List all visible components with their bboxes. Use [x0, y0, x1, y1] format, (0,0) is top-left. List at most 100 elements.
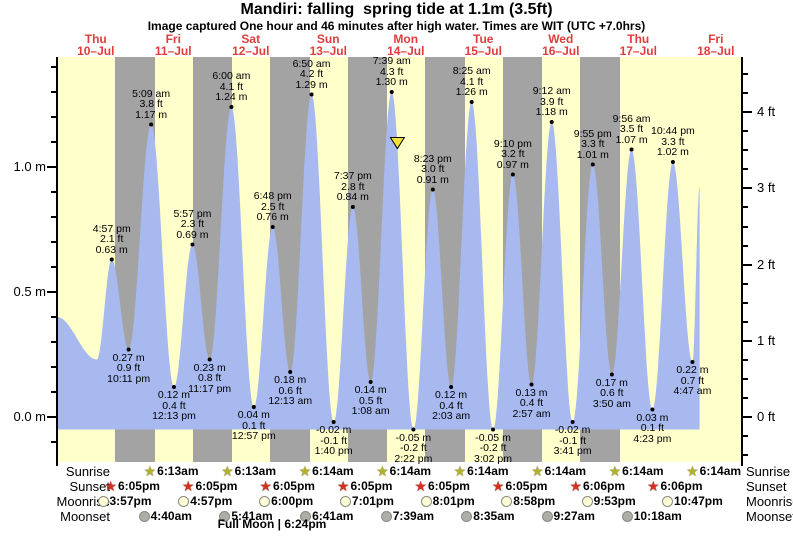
tide-event-annotation: 7:37 pm 2.8 ft 0.84 m: [311, 171, 395, 203]
right-axis-tick: [743, 416, 752, 418]
tide-event-annotation: 0.23 m 0.8 ft 11:17 pm: [168, 361, 252, 395]
right-axis-tick: [743, 358, 748, 361]
annotation-line: 3:41 pm: [553, 445, 592, 457]
annotation-line: 0.97 m: [496, 158, 529, 171]
almanac-entry-sunset: ★ 6:05pm: [182, 478, 238, 494]
almanac-entry-sunset: ★ 6:05pm: [337, 478, 393, 494]
right-axis-tick: [743, 168, 748, 171]
almanac-entry-time: 6:13am: [157, 464, 199, 478]
tide-event-annotation: 10:44 pm 3.3 ft 1.02 m: [631, 126, 715, 158]
tide-event-annotation: 9:55 pm 3.3 ft 1.01 m: [551, 128, 635, 161]
annotation-line: 5:09 am: [132, 87, 171, 100]
sunset-star-icon: ★: [569, 478, 582, 494]
tide-event-annotation: 6:50 am 4.2 ft 1.29 m: [270, 57, 354, 91]
tide-event-annotation: 9:12 am 3.9 ft 1.18 m: [510, 86, 594, 118]
day-date: 11–Jul: [154, 44, 192, 58]
moonrise-circle-icon: [178, 495, 190, 507]
right-axis-tick: [743, 244, 748, 247]
annotation-line: 0.4 ft: [162, 399, 186, 412]
annotation-line: 3:50 am: [592, 397, 631, 410]
sunrise-star-icon: ★: [686, 463, 699, 479]
almanac-entry-sunset: ★ 6:06pm: [569, 478, 625, 494]
almanac-entry-moonrise: 8:58pm: [501, 493, 555, 509]
tide-event-annotation: 0.22 m 0.7 ft 4:47 am: [650, 365, 734, 397]
almanac-entry-time: 6:05pm: [505, 479, 548, 493]
annotation-line: 4.1 ft: [219, 80, 244, 93]
annotation-line: 0.04 m: [237, 409, 270, 421]
tide-event-annotation: -0.05 m -0.2 ft 2:22 pm: [371, 432, 455, 465]
annotation-line: -0.02 m: [554, 424, 591, 436]
annotation-line: 0.03 m: [636, 411, 669, 424]
annotation-line: 0.5 ft: [358, 394, 383, 407]
almanac-entry-time: 6:14am: [544, 464, 587, 478]
moonset-circle-icon: [138, 510, 150, 522]
annotation-line: 3.8 ft: [139, 98, 163, 110]
tide-event-annotation: 9:56 am 3.5 ft 1.07 m: [590, 112, 674, 146]
annotation-line: 3.9 ft: [540, 95, 564, 108]
annotation-line: 1:40 pm: [314, 445, 353, 457]
almanac-entry-moonset: 6:41am: [300, 508, 353, 524]
tide-event-annotation: 9:10 pm 3.2 ft 0.97 m: [471, 138, 555, 171]
almanac-entry-time: 3:57pm: [109, 494, 152, 508]
almanac-entry-time: 7:01pm: [351, 494, 394, 508]
chart-subtitle: Image captured One hour and 46 minutes a…: [147, 19, 646, 33]
annotation-line: 0.4 ft: [439, 399, 463, 412]
almanac-entry-moonset: 7:39am: [380, 508, 434, 524]
left-axis-tick: [51, 341, 56, 343]
almanac-entry-moonrise: 7:01pm: [339, 493, 394, 509]
left-axis-tick-label: 0.0 m: [13, 409, 46, 424]
moonrise-circle-icon: [581, 495, 593, 507]
moonrise-circle-icon: [259, 495, 271, 507]
almanac-entry-moonset: 5:41am: [219, 508, 273, 524]
right-axis-tick: [743, 149, 748, 152]
moonset-circle-icon: [461, 510, 473, 522]
annotation-line: 2.8 ft: [341, 180, 365, 193]
left-axis-tick: [51, 191, 56, 193]
annotation-line: 6:50 am: [292, 57, 331, 70]
annotation-line: 0.23 m: [193, 361, 226, 374]
tide-event-annotation: 0.18 m 0.6 ft 12:13 am: [248, 375, 332, 407]
almanac-entry-time: 6:05pm: [195, 479, 238, 493]
almanac-entry-moonrise: 3:57pm: [97, 493, 152, 509]
annotation-line: 1.30 m: [375, 76, 408, 88]
tide-event-annotation: 0.12 m 0.4 ft 12:13 pm: [132, 390, 216, 422]
tide-event-annotation: 4:57 pm 2.1 ft 0.63 m: [70, 223, 154, 256]
day-date: 13–Jul: [309, 44, 347, 58]
moonset-circle-icon: [541, 510, 553, 522]
x-axis-day-label: Wed 16–Jul: [529, 33, 593, 57]
almanac-entry-sunset: ★ 6:05pm: [104, 478, 160, 494]
left-axis-tick: [51, 91, 56, 93]
right-axis-line: [741, 57, 743, 466]
almanac-row-label-left-sunrise: Sunrise: [65, 464, 110, 479]
moonrise-circle-icon: [420, 495, 432, 507]
annotation-line: 1.18 m: [535, 106, 568, 118]
almanac-entry-time: 6:00pm: [271, 494, 314, 508]
day-name: Fri: [708, 32, 724, 46]
almanac-entry-time: 6:05pm: [272, 479, 315, 493]
right-axis-tick: [743, 320, 748, 323]
almanac-row-label-right-moonrise: Moonrise: [746, 494, 793, 509]
day-date: 12–Jul: [232, 44, 270, 58]
right-axis-tick: [743, 187, 752, 190]
annotation-line: 1.26 m: [455, 86, 488, 98]
annotation-line: 4:23 pm: [633, 432, 672, 445]
left-axis-tick: [51, 441, 56, 443]
right-axis-tick-label: 2 ft: [757, 256, 776, 272]
tide-event-annotation: 8:23 pm 3.0 ft 0.91 m: [391, 152, 475, 186]
annotation-line: 9:56 am: [612, 112, 651, 125]
sunrise-star-icon: ★: [376, 463, 389, 479]
right-axis-tick: [743, 377, 748, 380]
annotation-line: 7:37 pm: [333, 170, 372, 182]
annotation-line: 3:02 pm: [474, 452, 512, 465]
tide-event-annotation: 0.12 m 0.4 ft 2:03 am: [409, 390, 493, 422]
tide-event-annotation: 5:09 am 3.8 ft 1.17 m: [109, 87, 193, 121]
annotation-line: 0.63 m: [95, 243, 128, 256]
tide-event-annotation: 6:00 am 4.1 ft 1.24 m: [189, 71, 273, 103]
sunset-star-icon: ★: [414, 478, 427, 494]
annotation-line: 0.4 ft: [519, 397, 544, 409]
almanac-entry-time: 8:58pm: [513, 494, 556, 508]
left-axis-tick: [51, 366, 56, 368]
left-axis-tick: [47, 166, 56, 168]
annotation-line: 8:23 pm: [413, 152, 452, 165]
